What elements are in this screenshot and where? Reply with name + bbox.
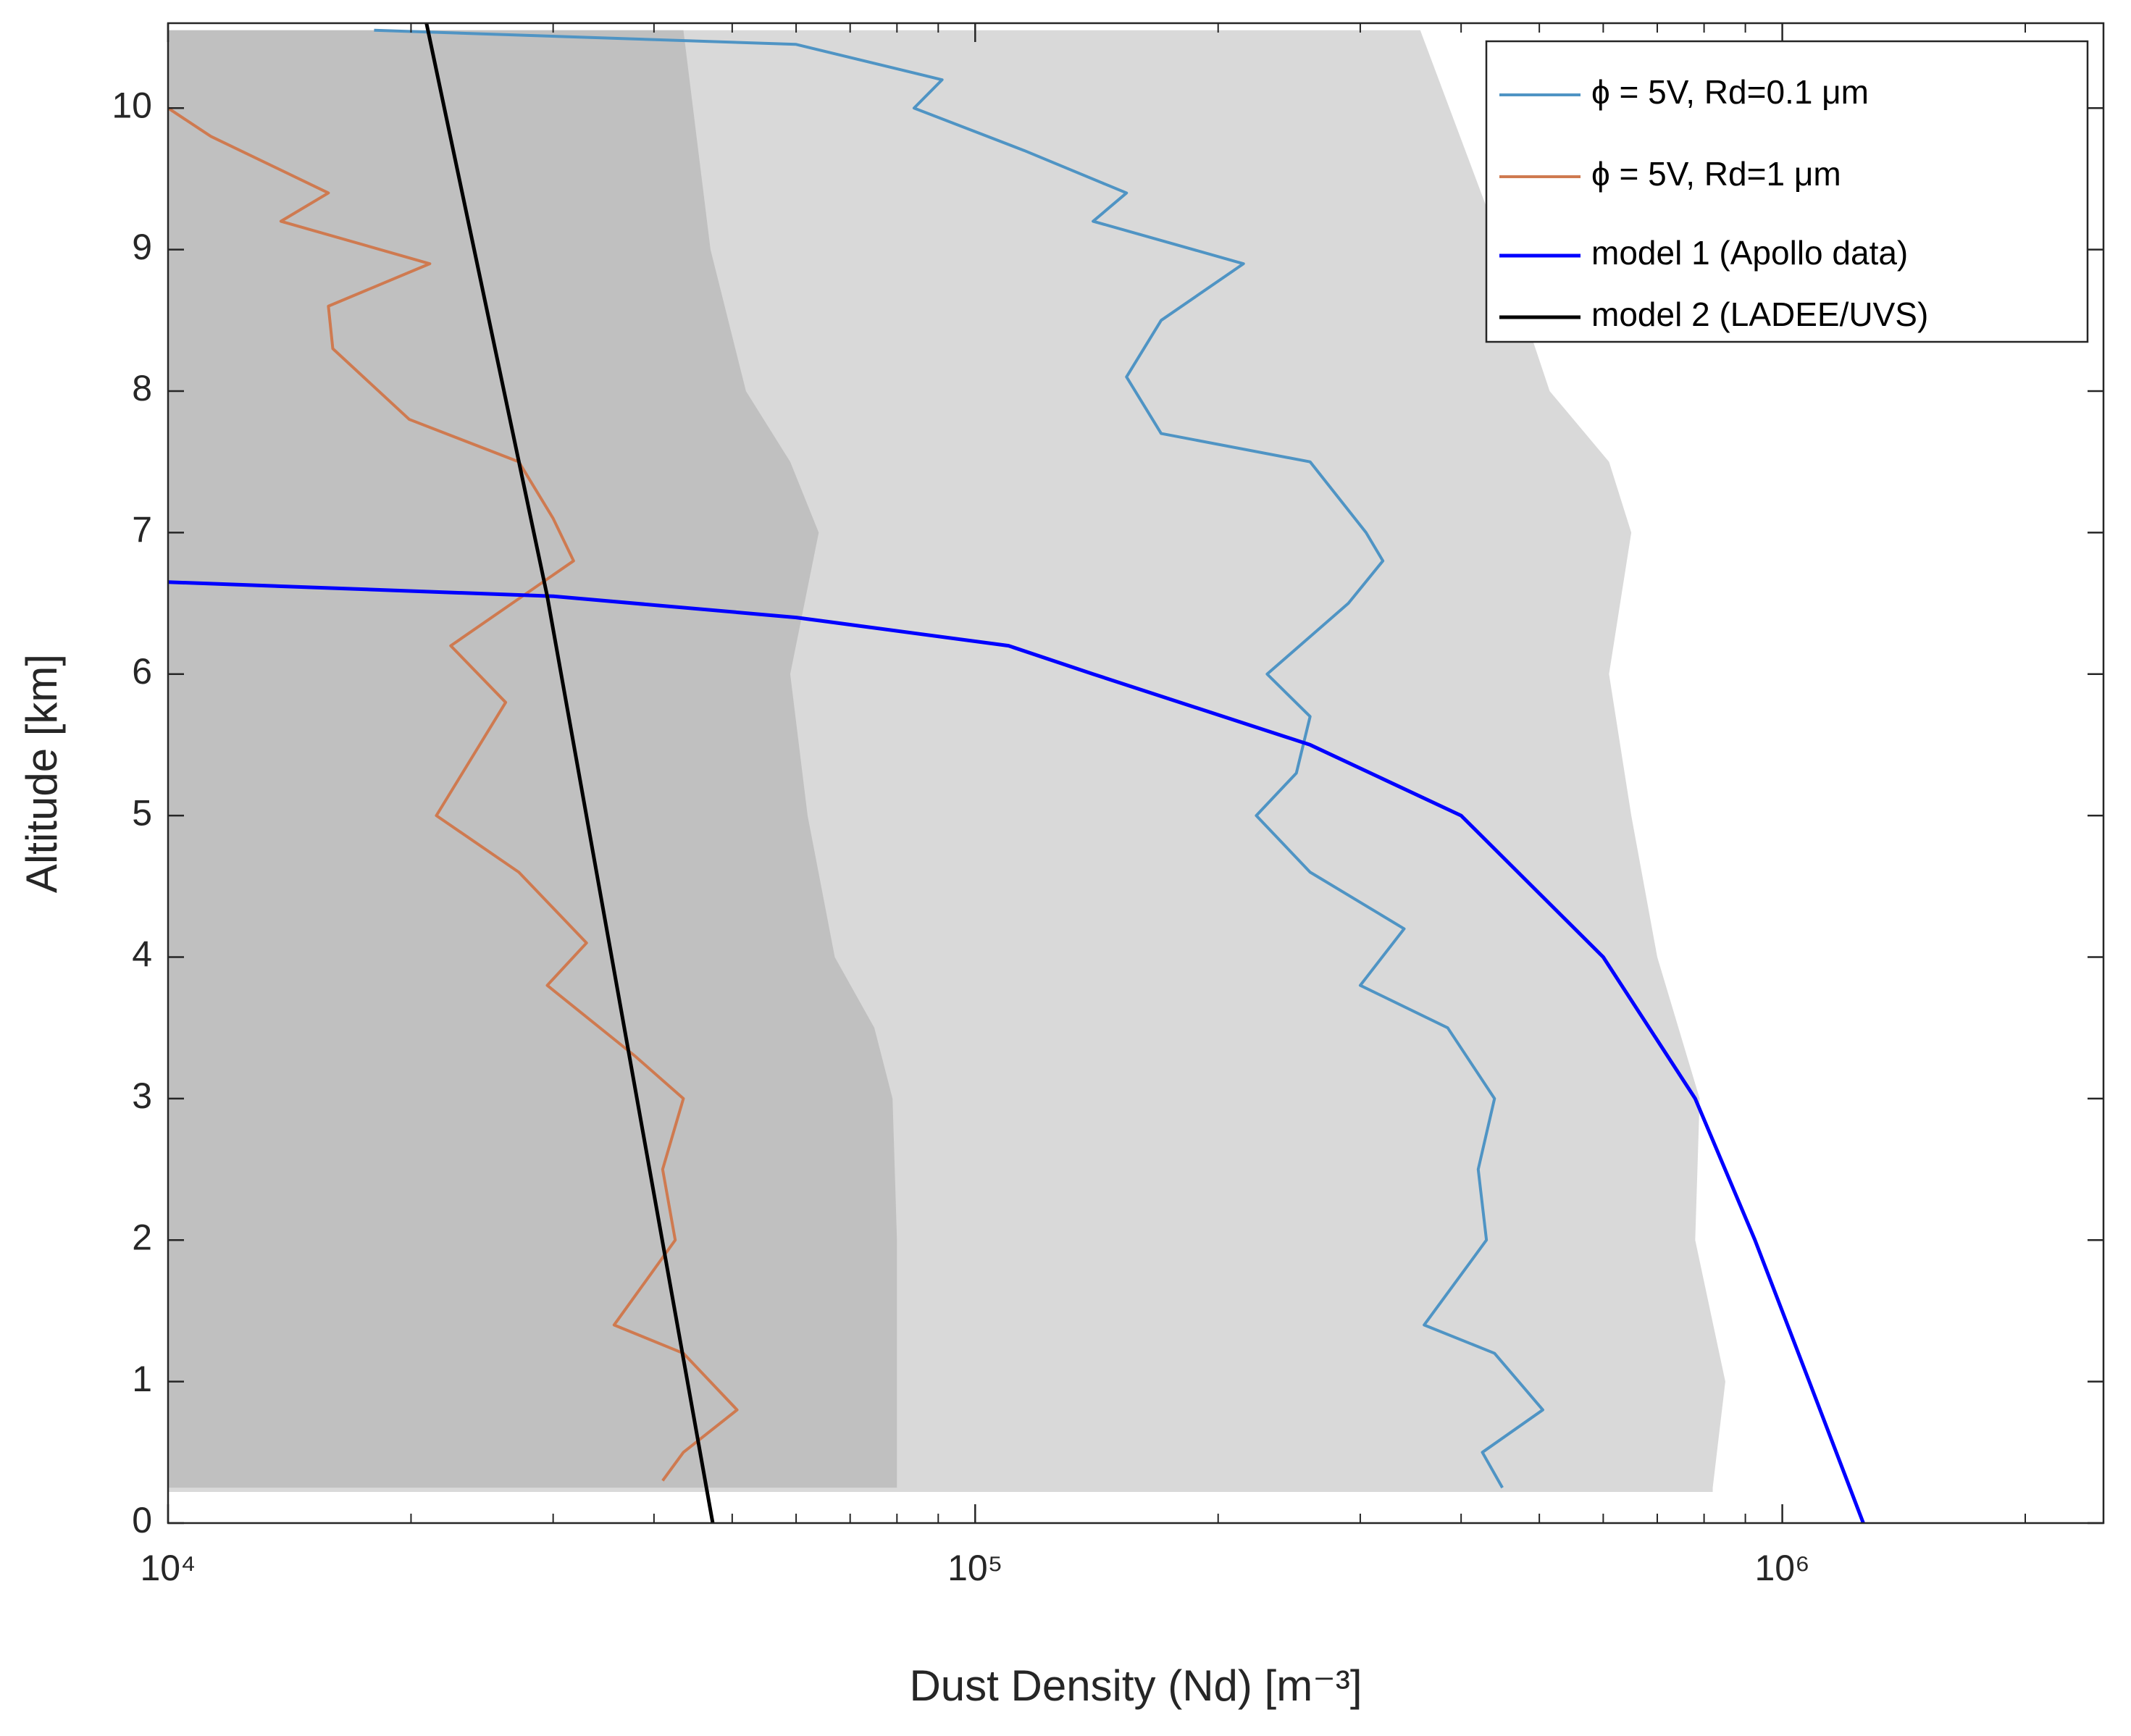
series-line <box>374 28 1544 1489</box>
lines <box>168 23 1865 1523</box>
y-tick-label: 10 <box>112 85 152 125</box>
y-tick-label: 6 <box>132 651 152 692</box>
legend-label: model 2 (LADEE/UVS) <box>1591 295 1928 333</box>
x-tick-label: 10⁴ <box>140 1548 196 1588</box>
band <box>168 30 897 1488</box>
y-tick-label: 7 <box>132 510 152 550</box>
y-axis-label: Altitude [km] <box>17 654 66 893</box>
y-tick-label: 5 <box>132 792 152 833</box>
legend-box <box>1485 40 2089 343</box>
x-axis-label: Dust Density (Nd) [m⁻³] <box>909 1661 1362 1710</box>
plot-frame <box>167 22 2105 1525</box>
x-tick-label: 10⁵ <box>947 1548 1002 1588</box>
y-tick-label: 9 <box>132 227 152 267</box>
y-tick-label: 4 <box>132 934 152 975</box>
x-tick-label: 10⁶ <box>1754 1548 1809 1588</box>
legend-label: ϕ = 5V, Rd=1 μm <box>1591 155 1841 193</box>
y-tick-label: 0 <box>132 1500 152 1540</box>
y-tick-label: 8 <box>132 368 152 408</box>
y-tick-label: 1 <box>132 1359 152 1399</box>
legend-label: ϕ = 5V, Rd=0.1 μm <box>1591 73 1869 111</box>
y-tick-label: 3 <box>132 1075 152 1116</box>
series-line <box>168 580 1865 1523</box>
y-tick-label: 2 <box>132 1217 152 1257</box>
series-line <box>168 106 739 1482</box>
bands <box>168 30 1725 1493</box>
legend-label: model 1 (Apollo data) <box>1591 234 1908 272</box>
series-line <box>424 23 715 1523</box>
